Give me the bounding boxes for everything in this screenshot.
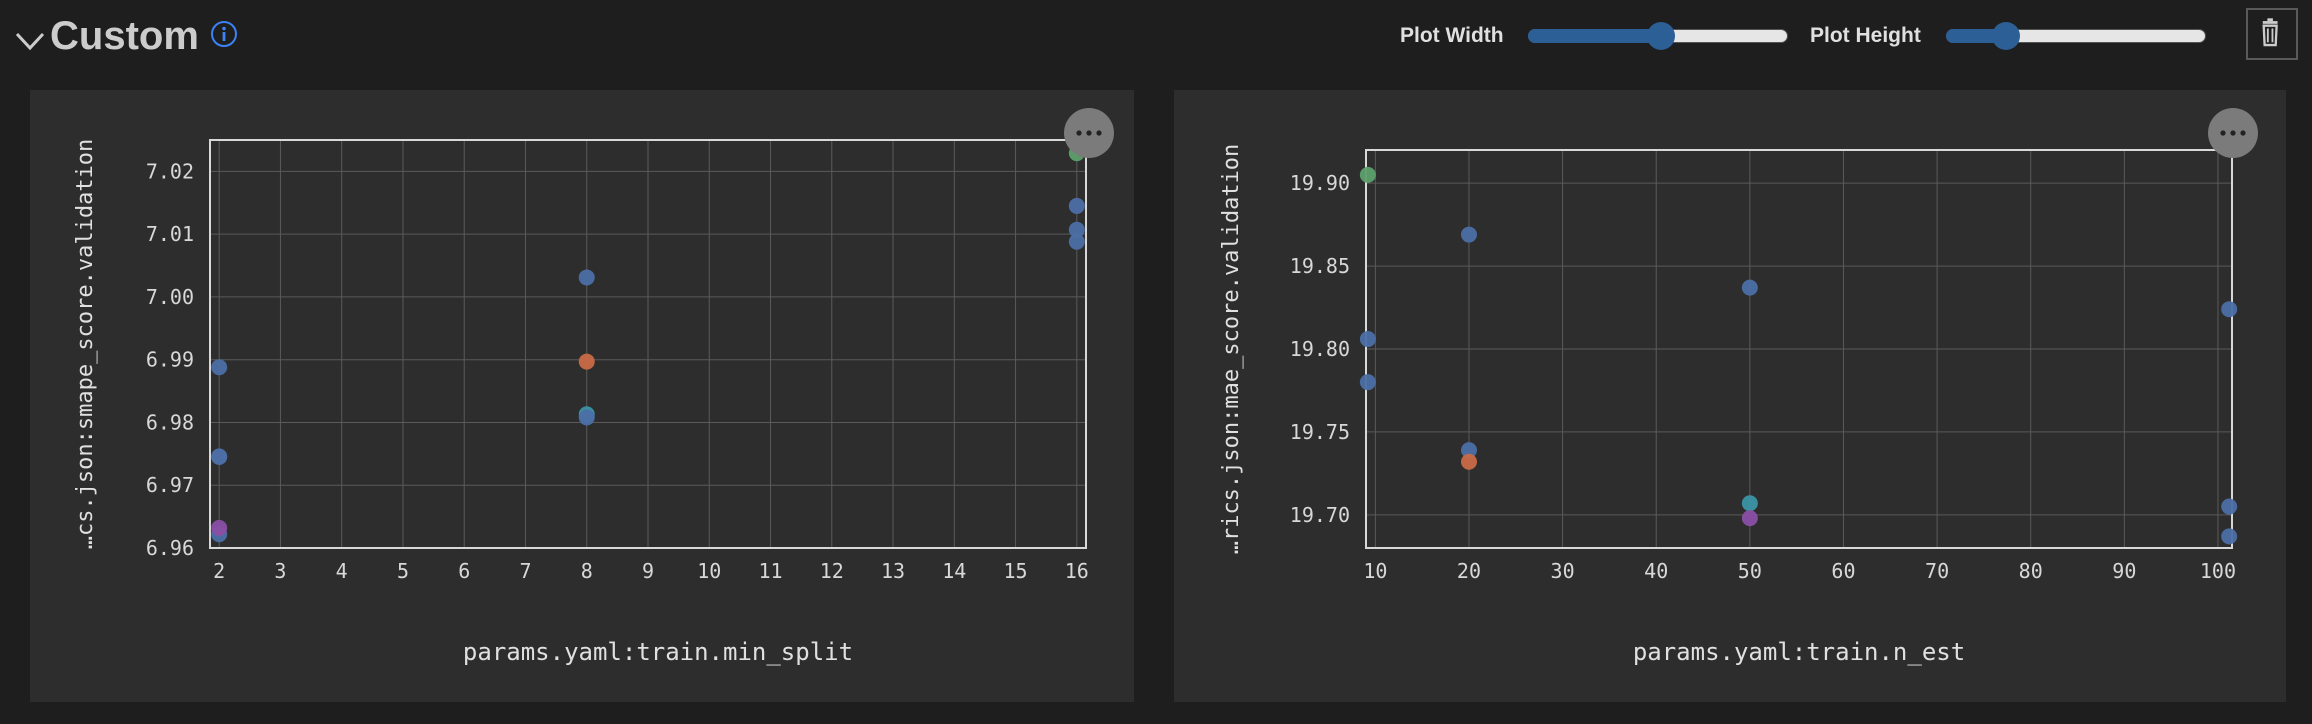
x-tick-label: 90 <box>2112 559 2136 583</box>
plot-frame <box>209 139 1087 549</box>
y-tick-label: 6.97 <box>146 473 194 497</box>
x-tick-label: 100 <box>2200 559 2236 583</box>
data-point[interactable] <box>1460 442 1477 459</box>
data-point[interactable] <box>1359 166 1376 183</box>
plot-width-slider[interactable] <box>1528 22 1790 50</box>
y-tick-label: 19.75 <box>1290 420 1350 444</box>
data-point[interactable] <box>1068 197 1085 214</box>
y-tick-label: 6.99 <box>146 348 194 372</box>
y-tick-label: 19.90 <box>1290 171 1350 195</box>
plot-panel-mae: 10 20 30 40 50 60 70 80 90 100 19.70 19.75 19.80 19.8… <box>1174 90 2286 702</box>
section-title: Custom <box>50 14 199 58</box>
data-point[interactable] <box>1359 374 1376 391</box>
x-tick-label: 14 <box>942 559 966 583</box>
plot-width-label: Plot Width <box>1400 24 1504 47</box>
y-axis-label: …cs.json:smape_score.validation <box>73 139 98 550</box>
plot-height-label: Plot Height <box>1810 24 1921 47</box>
x-tick-label: 16 <box>1065 559 1089 583</box>
x-tick-label: 70 <box>1925 559 1949 583</box>
x-tick-label: 7 <box>519 559 531 583</box>
data-point[interactable] <box>1741 279 1758 296</box>
x-tick-label: 6 <box>458 559 470 583</box>
plot-menu-button[interactable] <box>2208 108 2258 158</box>
chevron-down-icon[interactable] <box>14 24 46 56</box>
data-point[interactable] <box>1741 495 1758 512</box>
trash-icon <box>2262 18 2278 47</box>
x-tick-label: 20 <box>1457 559 1481 583</box>
delete-button[interactable] <box>2246 8 2298 60</box>
y-axis-label: …rics.json:mae_score.validation <box>1219 144 1244 555</box>
x-tick-label: 10 <box>697 559 721 583</box>
more-icon <box>1076 130 1102 136</box>
data-point[interactable] <box>578 269 595 286</box>
data-point[interactable] <box>1359 331 1376 348</box>
info-icon[interactable] <box>210 20 238 48</box>
x-axis-label: params.yaml:train.min_split <box>463 638 853 666</box>
x-tick-label: 8 <box>581 559 593 583</box>
data-point[interactable] <box>578 409 595 426</box>
x-tick-label: 11 <box>758 559 782 583</box>
plot-frame <box>1365 149 2233 549</box>
x-tick-label: 40 <box>1644 559 1668 583</box>
plot-height-slider[interactable] <box>1946 22 2208 50</box>
tick-labels: 10 20 30 40 50 60 70 80 90 100 19.70 19.75 19.80 19.8… <box>1290 171 2236 583</box>
more-icon <box>2220 130 2246 136</box>
y-tick-label: 7.01 <box>146 222 194 246</box>
x-tick-label: 3 <box>274 559 286 583</box>
data-point[interactable] <box>2221 498 2238 515</box>
scatter-plot-smape: 2 3 4 5 6 7 8 9 10 11 12 13 14 15 16 6.96 6.97 6.98 6.99 7.… <box>73 139 1089 666</box>
x-tick-label: 5 <box>397 559 409 583</box>
x-tick-label: 2 <box>213 559 225 583</box>
x-tick-label: 10 <box>1363 559 1387 583</box>
x-tick-label: 80 <box>2019 559 2043 583</box>
x-tick-label: 12 <box>820 559 844 583</box>
plot-panel-smape: 2 3 4 5 6 7 8 9 10 11 12 13 14 15 16 6.96 6.97 6.98 6.99 7.… <box>30 90 1134 702</box>
grid-lines <box>210 140 1086 549</box>
data-point[interactable] <box>211 448 228 465</box>
x-tick-label: 60 <box>1831 559 1855 583</box>
x-axis-label: params.yaml:train.n_est <box>1633 638 1965 666</box>
x-tick-label: 50 <box>1738 559 1762 583</box>
x-tick-label: 15 <box>1004 559 1028 583</box>
data-points <box>1359 166 2238 545</box>
data-point[interactable] <box>1068 233 1085 250</box>
tick-labels: 2 3 4 5 6 7 8 9 10 11 12 13 14 15 16 6.96 6.97 6.98 6.99 7.… <box>146 159 1089 583</box>
data-point[interactable] <box>2221 528 2238 545</box>
plot-height-thumb[interactable] <box>1991 22 2020 50</box>
y-tick-label: 19.70 <box>1290 503 1350 527</box>
plot-height-fill <box>1946 29 2006 43</box>
plot-width-thumb[interactable] <box>1646 22 1675 50</box>
x-tick-label: 4 <box>336 559 348 583</box>
y-tick-label: 6.96 <box>146 536 194 560</box>
x-tick-label: 30 <box>1551 559 1575 583</box>
data-point[interactable] <box>211 519 228 536</box>
data-point[interactable] <box>1741 510 1758 527</box>
y-tick-label: 19.80 <box>1290 337 1350 361</box>
data-point[interactable] <box>1460 453 1477 470</box>
plot-width-fill <box>1528 29 1661 43</box>
data-point[interactable] <box>1068 221 1085 238</box>
y-tick-label: 7.00 <box>146 285 194 309</box>
data-point[interactable] <box>578 353 595 370</box>
data-point[interactable] <box>2221 301 2238 318</box>
scatter-plot-mae: 10 20 30 40 50 60 70 80 90 100 19.70 19.75 19.80 19.8… <box>1219 144 2238 666</box>
data-point[interactable] <box>211 359 228 376</box>
x-tick-label: 13 <box>881 559 905 583</box>
y-tick-label: 7.02 <box>146 159 194 183</box>
plot-menu-button[interactable] <box>1064 108 1114 158</box>
y-tick-label: 6.98 <box>146 410 194 434</box>
section-header: Custom Plot Width Plot Height <box>0 0 2312 76</box>
x-tick-label: 9 <box>642 559 654 583</box>
grid-lines <box>1366 150 2232 548</box>
y-tick-label: 19.85 <box>1290 254 1350 278</box>
data-point[interactable] <box>1460 226 1477 243</box>
